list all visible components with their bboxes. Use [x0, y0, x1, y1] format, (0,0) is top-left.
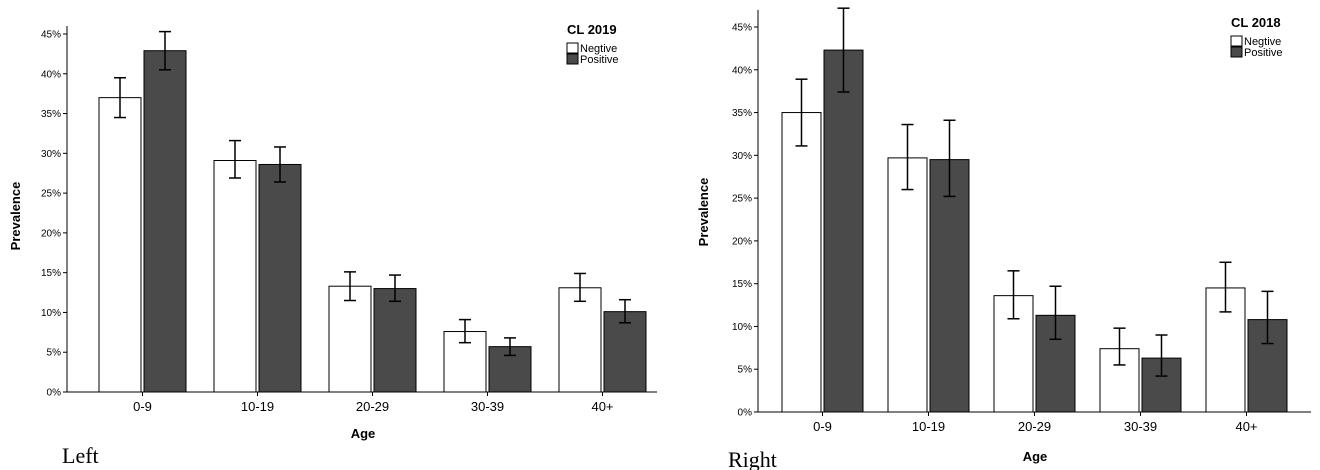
y-axis-label: Prevalence	[8, 182, 23, 251]
y-tick-label: 5%	[47, 348, 62, 359]
legend-label: Negtive	[580, 43, 617, 55]
bar	[929, 159, 970, 413]
x-tick-label: 10-19	[912, 419, 945, 434]
y-tick-label: 30%	[732, 151, 752, 162]
y-tick-label: 35%	[732, 108, 752, 119]
y-axis-label: Prevalence	[696, 178, 711, 247]
x-axis-label: Age	[351, 426, 376, 441]
legend-swatch	[1230, 46, 1243, 58]
bar	[98, 97, 142, 393]
y-tick-label: 25%	[732, 194, 752, 205]
y-tick-label: 20%	[41, 228, 61, 239]
legend-title: CL 2018	[1231, 15, 1281, 30]
y-tick-label: 10%	[41, 308, 61, 319]
y-tick-label: 0%	[47, 388, 62, 399]
bar	[258, 163, 302, 393]
legend-label: Negtive	[1244, 36, 1281, 48]
bar	[143, 50, 187, 393]
chart-panel-1: 0% 5% 10% 15% 20% 25% 30% 35% 40% 45% 0-9 10-19 20-2…	[696, 7, 1311, 470]
legend-swatch	[566, 42, 579, 54]
y-tick-label: 40%	[732, 65, 752, 76]
y-tick-label: 35%	[41, 109, 61, 120]
bar	[443, 331, 487, 393]
bar	[373, 288, 417, 393]
y-tick-label: 15%	[732, 279, 752, 290]
y-tick-label: 30%	[41, 149, 61, 160]
bar	[328, 285, 372, 393]
x-tick-label: 30-39	[1124, 419, 1157, 434]
y-tick-label: 45%	[41, 30, 61, 41]
x-tick-label: 20-29	[1018, 419, 1051, 434]
bar	[781, 112, 822, 413]
legend-title: CL 2019	[567, 22, 617, 37]
panel-caption: Left	[62, 443, 99, 468]
y-tick-label: 20%	[732, 236, 752, 247]
x-tick-label: 40+	[591, 399, 613, 414]
x-tick-label: 0-9	[813, 419, 832, 434]
x-axis-label: Age	[1023, 449, 1048, 464]
bar	[603, 311, 647, 393]
legend-label: Positive	[1244, 47, 1283, 59]
x-tick-label: 30-39	[471, 399, 504, 414]
bar	[558, 287, 602, 393]
x-tick-label: 20-29	[356, 399, 389, 414]
legend-swatch	[1230, 35, 1243, 47]
x-tick-label: 10-19	[241, 399, 274, 414]
y-tick-label: 40%	[41, 69, 61, 80]
legend-swatch	[566, 53, 579, 65]
x-tick-label: 40+	[1235, 419, 1257, 434]
x-tick-label: 0-9	[133, 399, 152, 414]
chart-panel-0: 0% 5% 10% 15% 20% 25% 30% 35% 40% 45% 0-9 10-19 20-2…	[8, 22, 657, 468]
bar	[823, 49, 864, 413]
legend-label: Positive	[580, 54, 619, 66]
y-tick-label: 10%	[732, 322, 752, 333]
y-tick-label: 25%	[41, 189, 61, 200]
y-tick-label: 45%	[732, 23, 752, 34]
y-tick-label: 0%	[738, 408, 753, 419]
y-tick-label: 15%	[41, 268, 61, 279]
bar	[488, 346, 532, 393]
panel-caption: Right	[728, 447, 777, 470]
bar	[213, 159, 257, 393]
y-tick-label: 5%	[738, 365, 753, 376]
bar	[887, 157, 928, 413]
